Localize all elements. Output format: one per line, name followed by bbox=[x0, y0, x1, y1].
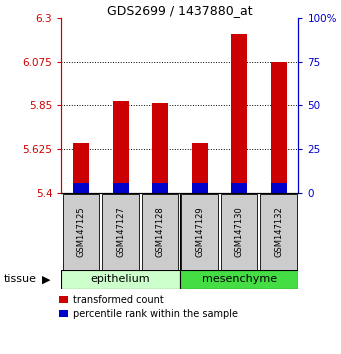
Text: mesenchyme: mesenchyme bbox=[202, 274, 277, 284]
Bar bbox=[63, 194, 99, 270]
Legend: transformed count, percentile rank within the sample: transformed count, percentile rank withi… bbox=[59, 295, 238, 319]
Bar bbox=[181, 194, 218, 270]
Bar bbox=[113, 101, 129, 193]
Bar bbox=[73, 143, 89, 193]
Bar bbox=[152, 103, 168, 193]
Text: ▶: ▶ bbox=[42, 274, 50, 284]
Bar bbox=[231, 34, 247, 193]
Bar bbox=[192, 143, 208, 193]
Bar bbox=[61, 270, 180, 289]
Text: GSM147132: GSM147132 bbox=[274, 207, 283, 257]
Bar bbox=[261, 194, 297, 270]
Text: GSM147129: GSM147129 bbox=[195, 207, 204, 257]
Text: GSM147130: GSM147130 bbox=[235, 207, 243, 257]
Bar bbox=[152, 183, 168, 193]
Text: tissue: tissue bbox=[3, 274, 36, 284]
Bar bbox=[102, 194, 139, 270]
Text: GSM147127: GSM147127 bbox=[116, 207, 125, 257]
Bar bbox=[142, 194, 178, 270]
Text: GSM147125: GSM147125 bbox=[77, 207, 86, 257]
Bar bbox=[271, 62, 286, 193]
Bar bbox=[221, 194, 257, 270]
Title: GDS2699 / 1437880_at: GDS2699 / 1437880_at bbox=[107, 4, 253, 17]
Text: GSM147128: GSM147128 bbox=[155, 207, 165, 257]
Text: epithelium: epithelium bbox=[91, 274, 150, 284]
Bar bbox=[192, 183, 208, 193]
Bar bbox=[271, 183, 286, 193]
Bar bbox=[113, 183, 129, 193]
Bar bbox=[73, 183, 89, 193]
Bar bbox=[180, 270, 298, 289]
Bar bbox=[231, 183, 247, 193]
